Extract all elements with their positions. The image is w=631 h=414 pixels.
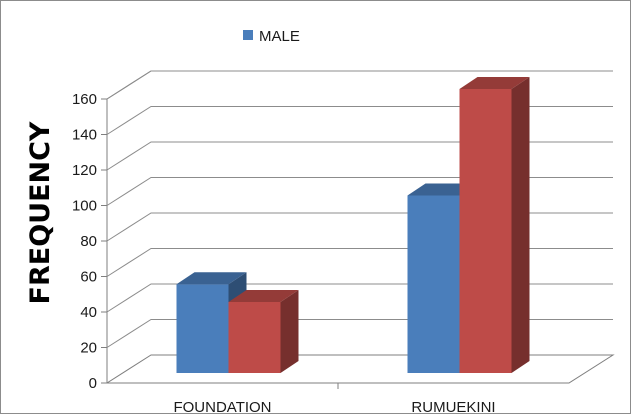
y-tick-label: 160 [72,91,97,108]
bar-front [407,195,460,373]
y-tick-label: 120 [72,162,97,179]
bar-top [176,272,247,285]
legend: MALE [243,28,300,45]
bar-top [459,77,530,89]
gridline [106,177,613,206]
y-axis-title: FREQUENCY [25,121,56,304]
y-tick-label: 40 [80,304,97,321]
gridlines [106,70,613,348]
y-tick-label: 140 [72,127,97,144]
gridline [106,106,613,135]
x-tick-label: RUMUEKINI [411,399,495,413]
bar-top [228,290,299,302]
legend-swatch-male [243,30,253,40]
bar-front [176,284,229,373]
y-axis-ticks: 0 20 40 60 80 100 120 140 160 [72,91,107,392]
x-axis-labels: FOUNDATION RUMUEKINI [173,399,495,413]
legend-label-male: MALE [259,28,300,45]
gridline [106,248,613,277]
y-tick-label: 20 [80,340,97,357]
floor-outline [106,354,615,384]
y-tick-label: 60 [80,269,97,286]
y-tick-label: 80 [80,233,97,250]
y-tick-label: 0 [89,375,97,392]
bar-side [280,290,299,373]
bar [459,77,530,373]
gridline [106,212,613,242]
bar [228,290,299,373]
gridline [106,141,613,171]
bar-front [228,302,281,373]
bar-front [459,89,512,373]
bar-side [511,77,530,373]
y-tick-label: 100 [72,198,97,215]
x-tick-label: FOUNDATION [173,399,271,413]
back-wall-top-edge [106,70,613,100]
bars [176,77,530,373]
gridline [106,70,613,100]
